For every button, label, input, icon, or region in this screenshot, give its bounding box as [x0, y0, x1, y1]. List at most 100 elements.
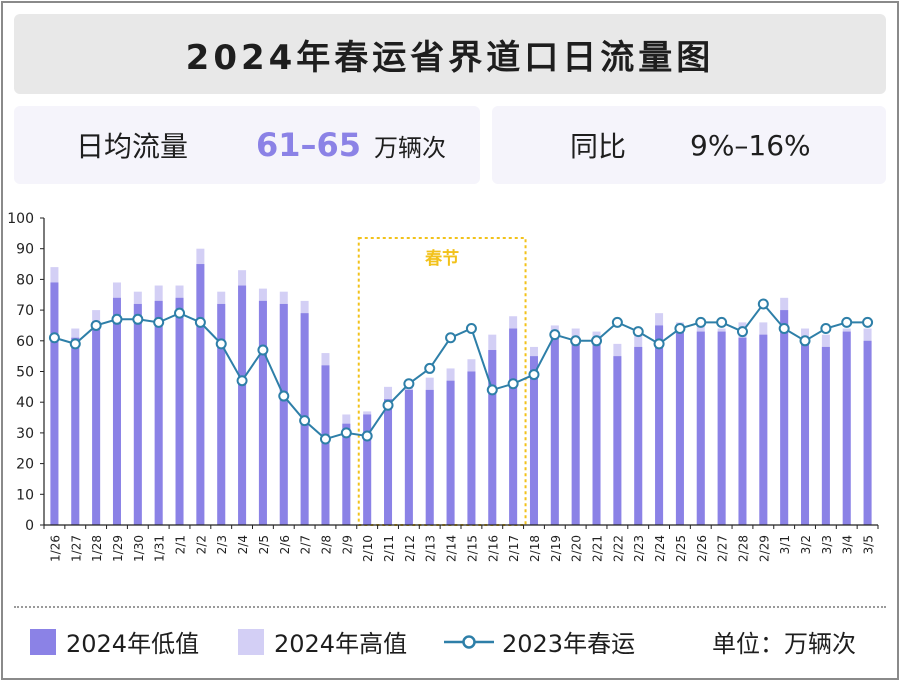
bar-low	[50, 282, 59, 525]
line-point-2023	[570, 335, 582, 347]
line-point-2023	[319, 433, 331, 445]
legend-line-icon	[444, 634, 494, 649]
y-tick-label: 40	[16, 395, 34, 411]
y-tick-label: 0	[25, 518, 34, 534]
line-point-2023	[361, 430, 373, 442]
x-tick-label: 2/10	[361, 535, 375, 562]
x-tick-label: 2/21	[591, 535, 605, 562]
yoy-value: 9%–16%	[690, 128, 811, 162]
legend-unit: 单位：万辆次	[712, 624, 856, 659]
bar-low	[112, 297, 121, 525]
x-tick-label: 1/27	[69, 535, 83, 562]
daily-flow-value: 61–65	[256, 126, 362, 164]
bar-low	[571, 337, 580, 525]
x-tick-label: 2/25	[674, 535, 688, 562]
bar-low	[780, 310, 789, 525]
y-tick-label: 80	[16, 272, 34, 288]
line-point-2023	[862, 316, 874, 328]
x-tick-label: 2/4	[236, 535, 250, 554]
y-tick-label: 50	[16, 365, 34, 381]
x-tick-label: 2/28	[736, 535, 750, 562]
line-point-2023	[486, 384, 498, 396]
x-tick-label: 2/18	[528, 535, 542, 562]
line-point-2023	[507, 378, 519, 390]
line-point-2023	[174, 307, 186, 319]
legend-label-low: 2024年低值	[66, 630, 200, 658]
bar-low	[488, 350, 497, 525]
line-point-2023	[591, 335, 603, 347]
x-tick-label: 1/26	[48, 535, 62, 562]
bar-low	[196, 264, 205, 525]
x-tick-label: 1/29	[111, 535, 125, 562]
bar-low	[425, 389, 434, 525]
x-tick-label: 2/3	[215, 535, 229, 554]
legend-item-low: 2024年低值	[30, 624, 199, 659]
line-point-2023	[632, 326, 644, 338]
x-tick-label: 2/19	[549, 535, 563, 562]
bar-low	[384, 399, 393, 525]
line-point-2023	[340, 427, 352, 439]
x-tick-label: 1/31	[153, 535, 167, 562]
x-tick-label: 2/9	[340, 535, 354, 554]
line-point-2023	[736, 326, 748, 338]
x-tick-label: 2/29	[757, 535, 771, 562]
line-point-2023	[695, 316, 707, 328]
bar-low	[363, 414, 372, 525]
line-point-2023	[69, 338, 81, 350]
line-point-2023	[611, 316, 623, 328]
bar-low	[675, 331, 684, 525]
line-point-2023	[194, 316, 206, 328]
line-point-2023	[111, 313, 123, 325]
bar-low	[529, 356, 538, 525]
x-tick-label: 2/1	[174, 535, 188, 554]
legend-swatch-high	[238, 628, 264, 655]
bar-low	[238, 285, 247, 525]
line-point-2023	[132, 313, 144, 325]
y-tick-label: 90	[16, 242, 34, 258]
x-tick-label: 3/3	[820, 535, 834, 554]
y-tick-label: 20	[16, 457, 34, 473]
y-tick-label: 70	[16, 303, 34, 319]
line-point-2023	[403, 378, 415, 390]
line-point-2023	[778, 323, 790, 335]
line-point-2023	[278, 390, 290, 402]
x-tick-label: 2/14	[445, 535, 459, 562]
x-tick-label: 2/20	[570, 535, 584, 562]
line-point-2023	[799, 335, 811, 347]
x-tick-label: 2/5	[257, 535, 271, 554]
x-tick-label: 2/26	[695, 535, 709, 562]
page-title: 2024年春运省界道口日流量图	[185, 37, 715, 78]
legend-label-high: 2024年高值	[274, 630, 408, 658]
bar-low	[71, 337, 80, 525]
x-tick-label: 2/13	[424, 535, 438, 562]
line-point-2023	[382, 399, 394, 411]
daily-flow-panel: 日均流量 61–65 万辆次	[14, 106, 480, 184]
yoy-panel: 同比 9%–16%	[492, 106, 886, 184]
bar-low	[133, 303, 142, 525]
line-point-2023	[153, 316, 165, 328]
x-tick-label: 3/2	[799, 535, 813, 554]
line-point-2023	[528, 369, 540, 381]
bar-low	[92, 322, 101, 525]
bar-low	[509, 328, 518, 525]
line-point-2023	[215, 338, 227, 350]
x-tick-label: 2/12	[403, 535, 417, 562]
x-tick-label: 3/4	[841, 535, 855, 554]
legend-swatch-low	[30, 628, 56, 655]
line-point-2023	[841, 316, 853, 328]
bar-low	[217, 303, 226, 525]
daily-flow-unit: 万辆次	[374, 133, 446, 162]
x-tick-label: 1/28	[90, 535, 104, 562]
x-tick-label: 1/30	[132, 535, 146, 562]
legend-item-line: 2023年春运	[444, 624, 635, 659]
x-tick-label: 2/16	[486, 535, 500, 562]
x-tick-label: 2/27	[716, 535, 730, 562]
line-point-2023	[465, 323, 477, 335]
y-tick-label: 30	[16, 426, 34, 442]
x-tick-label: 2/23	[632, 535, 646, 562]
x-tick-label: 2/11	[382, 535, 396, 562]
daily-flow-label: 日均流量	[76, 130, 189, 163]
bar-low	[759, 334, 768, 525]
legend: 2024年低值 2024年高值 2023年春运 单位：万辆次	[14, 606, 886, 668]
line-point-2023	[424, 362, 436, 374]
